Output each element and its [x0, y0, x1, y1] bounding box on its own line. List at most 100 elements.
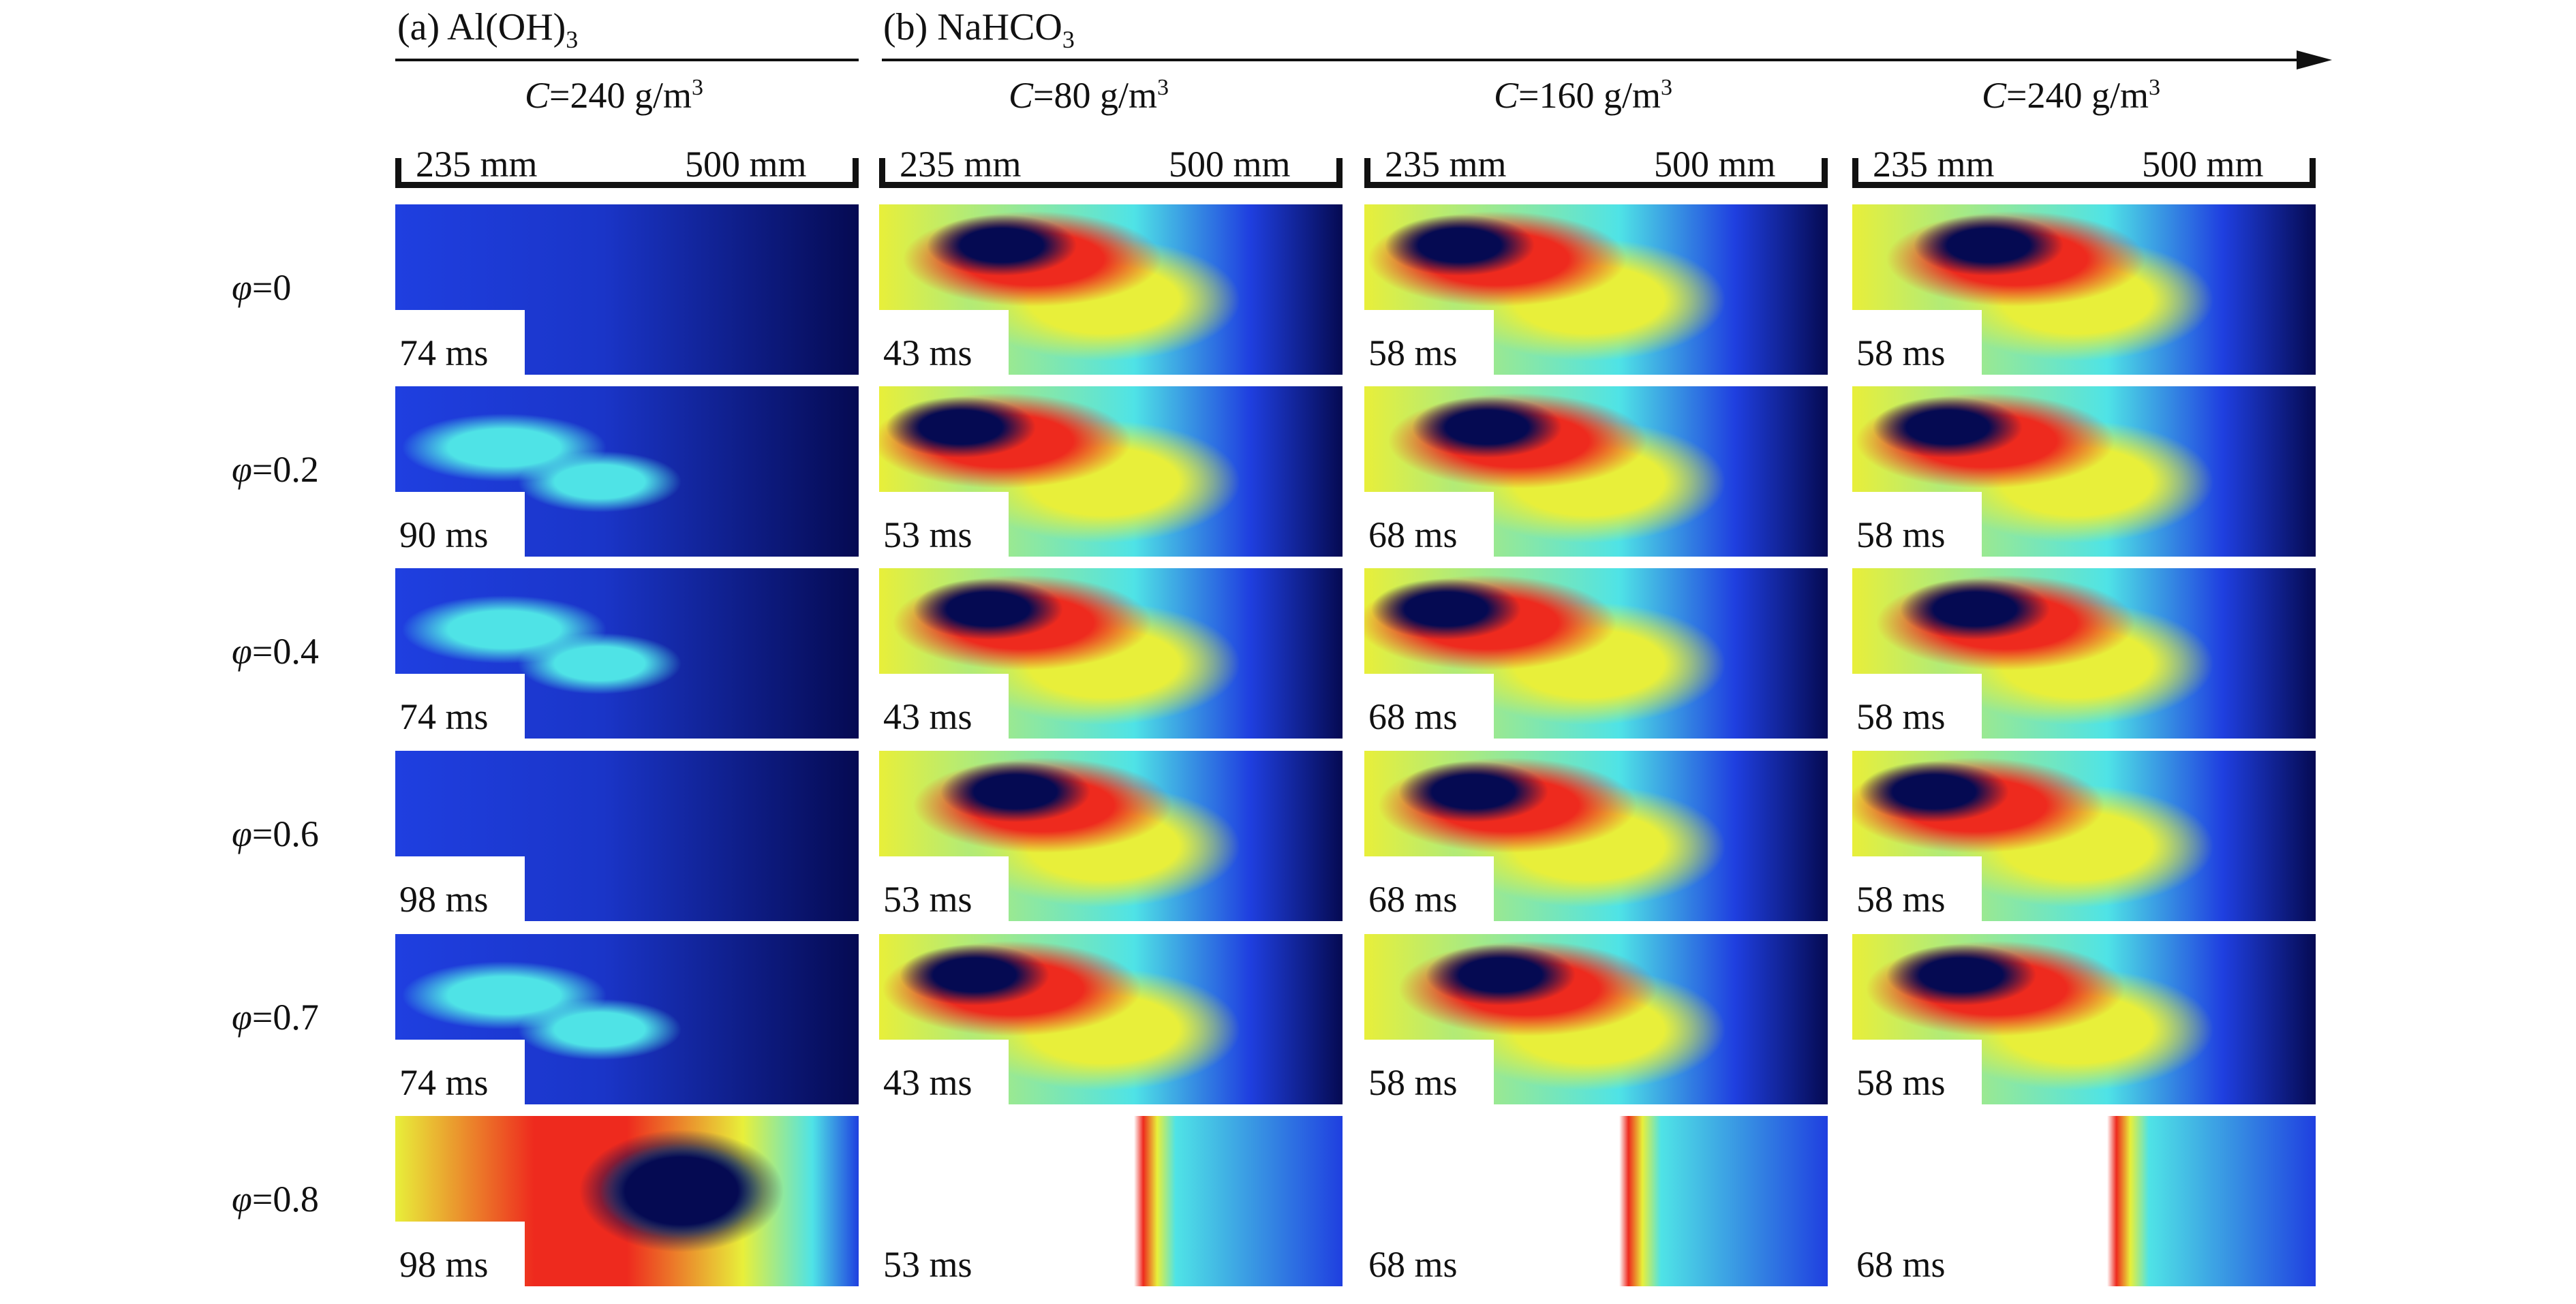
phi-symbol: φ [232, 449, 252, 490]
flame-image-panel: 58 ms [1852, 934, 2316, 1104]
flame-image-panel: 68 ms [1364, 386, 1828, 557]
scale-left-label: 235 mm [900, 144, 1022, 185]
time-label: 98 ms [395, 856, 525, 921]
concentration-label: C=80 g/m3 [1009, 76, 1169, 114]
phi-value: =0.8 [251, 1179, 319, 1220]
group-b-arrow-line [882, 59, 2313, 61]
concentration-symbol: C [525, 75, 550, 116]
phi-symbol: φ [232, 267, 252, 308]
time-label: 68 ms [1364, 1222, 1494, 1286]
flame-image-panel: 74 ms [395, 568, 859, 739]
group-b-subscript: 3 [1062, 26, 1075, 54]
flame-image-panel: 98 ms [395, 751, 859, 921]
concentration-value: =160 g/m [1518, 75, 1661, 116]
time-label: 58 ms [1852, 856, 1982, 921]
flame-image-panel: 58 ms [1852, 751, 2316, 921]
phi-label: φ=0.6 [232, 816, 319, 852]
phi-label: φ=0 [232, 269, 291, 306]
time-label: 58 ms [1852, 310, 1982, 375]
concentration-symbol: C [1494, 75, 1519, 116]
flame-image-panel: 43 ms [879, 934, 1343, 1104]
flame-image-panel: 74 ms [395, 934, 859, 1104]
time-label: 98 ms [395, 1222, 525, 1286]
time-label: 43 ms [879, 674, 1009, 739]
time-label: 53 ms [879, 1222, 1009, 1286]
time-label: 68 ms [1364, 674, 1494, 739]
group-a-underline [395, 59, 859, 61]
time-label: 74 ms [395, 310, 525, 375]
concentration-label: C=240 g/m3 [525, 76, 703, 114]
concentration-symbol: C [1982, 75, 2007, 116]
phi-value: =0.2 [251, 449, 319, 490]
time-label: 68 ms [1852, 1222, 1982, 1286]
concentration-value: =80 g/m [1033, 75, 1157, 116]
scale-right-label: 500 mm [2142, 144, 2264, 185]
scale-bracket [1852, 158, 2316, 188]
concentration-label: C=160 g/m3 [1494, 76, 1672, 114]
phi-value: =0.4 [251, 631, 319, 672]
flame-image-panel: 68 ms [1364, 1116, 1828, 1286]
group-a-text: (a) Al(OH) [397, 6, 566, 48]
time-label: 74 ms [395, 674, 525, 739]
scale-right-label: 500 mm [685, 144, 807, 185]
flame-image-panel: 74 ms [395, 204, 859, 375]
phi-symbol: φ [232, 813, 252, 854]
group-a-subscript: 3 [566, 26, 579, 54]
flame-image-panel: 58 ms [1364, 204, 1828, 375]
flame-image-panel: 58 ms [1364, 934, 1828, 1104]
flame-image-panel: 68 ms [1364, 751, 1828, 921]
time-label: 58 ms [1364, 1040, 1494, 1104]
time-label: 58 ms [1852, 492, 1982, 557]
time-label: 58 ms [1364, 310, 1494, 375]
group-a-label: (a) Al(OH)3 [397, 8, 578, 52]
flame-image-panel: 53 ms [879, 751, 1343, 921]
scale-right-label: 500 mm [1169, 144, 1291, 185]
flame-image-panel: 53 ms [879, 1116, 1343, 1286]
phi-value: =0.7 [251, 997, 319, 1038]
time-label: 43 ms [879, 1040, 1009, 1104]
scale-right-label: 500 mm [1654, 144, 1776, 185]
scale-bracket [1364, 158, 1828, 188]
time-label: 68 ms [1364, 492, 1494, 557]
time-label: 53 ms [879, 492, 1009, 557]
time-label: 90 ms [395, 492, 525, 557]
scale-left-label: 235 mm [416, 144, 538, 185]
phi-symbol: φ [232, 1179, 252, 1220]
phi-label: φ=0.4 [232, 633, 319, 670]
concentration-value: =240 g/m [549, 75, 692, 116]
phi-symbol: φ [232, 997, 252, 1038]
flame-image-panel: 68 ms [1852, 1116, 2316, 1286]
time-label: 53 ms [879, 856, 1009, 921]
phi-label: φ=0.7 [232, 999, 319, 1036]
flame-image-panel: 53 ms [879, 386, 1343, 557]
flame-image-panel: 90 ms [395, 386, 859, 557]
flame-image-panel: 58 ms [1852, 386, 2316, 557]
concentration-exponent: 3 [1157, 75, 1169, 100]
group-b-text: (b) NaHCO [883, 6, 1062, 48]
phi-value: =0.6 [251, 813, 319, 854]
group-b-label: (b) NaHCO3 [883, 8, 1075, 52]
concentration-exponent: 3 [1661, 75, 1672, 100]
flame-image-panel: 98 ms [395, 1116, 859, 1286]
scale-left-label: 235 mm [1873, 144, 1995, 185]
flame-image-panel: 58 ms [1852, 204, 2316, 375]
scale-left-label: 235 mm [1385, 144, 1507, 185]
phi-label: φ=0.8 [232, 1181, 319, 1217]
flame-image-panel: 43 ms [879, 568, 1343, 739]
time-label: 68 ms [1364, 856, 1494, 921]
time-label: 74 ms [395, 1040, 525, 1104]
concentration-exponent: 3 [2149, 75, 2160, 100]
concentration-symbol: C [1009, 75, 1034, 116]
time-label: 43 ms [879, 310, 1009, 375]
time-label: 58 ms [1852, 1040, 1982, 1104]
concentration-label: C=240 g/m3 [1982, 76, 2160, 114]
flame-image-panel: 58 ms [1852, 568, 2316, 739]
time-label: 58 ms [1852, 674, 1982, 739]
flame-image-panel: 68 ms [1364, 568, 1828, 739]
concentration-exponent: 3 [692, 75, 703, 100]
arrow-head-icon [2297, 50, 2332, 69]
phi-value: =0 [251, 267, 292, 308]
flame-image-panel: 43 ms [879, 204, 1343, 375]
phi-label: φ=0.2 [232, 451, 319, 488]
scale-bracket [879, 158, 1343, 188]
